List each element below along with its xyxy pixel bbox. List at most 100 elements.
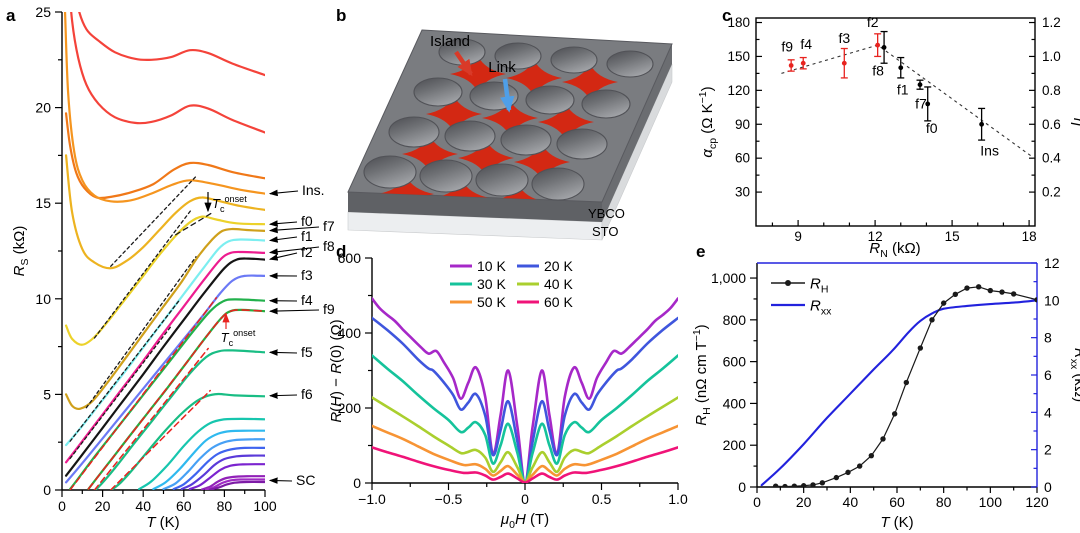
y-right-tick-label: 12 <box>1044 255 1060 271</box>
label-segment: onset <box>233 328 256 338</box>
series-ins-c <box>64 112 265 200</box>
x-tick-label: 18 <box>1022 229 1037 244</box>
hole <box>581 89 631 119</box>
label-segment: 30 <box>735 185 750 200</box>
x-tick-label: 0 <box>753 494 761 510</box>
x-tick-label: 80 <box>936 494 952 510</box>
series-ins-b <box>70 12 265 134</box>
series-RH-marker <box>810 482 816 487</box>
island-region <box>562 64 618 100</box>
series-f5 <box>95 349 265 490</box>
x-tick-label: 1.0 <box>668 491 688 507</box>
curve-label-f8: f8 <box>323 238 335 254</box>
series-RH-line <box>775 286 1037 487</box>
x-tick-label: 0 <box>521 491 529 507</box>
legend-label-20 K: 20 K <box>544 258 573 274</box>
series-fit-f1 <box>69 299 181 442</box>
point-label-f8: f8 <box>872 62 884 78</box>
label-segment: 12 <box>1044 255 1060 271</box>
label-segment: 0 <box>738 479 746 495</box>
label-segment: f0 <box>301 213 313 229</box>
y-right-tick-label: 0 <box>1044 479 1052 495</box>
island-arrow <box>454 50 473 77</box>
curve-label-arrow-f6 <box>268 392 298 399</box>
y-right-axis-title: η <box>1070 118 1080 126</box>
series-RH-marker <box>819 480 826 486</box>
y-tick-label: 25 <box>35 4 51 20</box>
label-segment: 400 <box>338 325 362 341</box>
series-group <box>760 284 1037 487</box>
label-segment: ( <box>328 407 345 412</box>
point-label-f9: f9 <box>781 38 793 54</box>
label-segment: 0.6 <box>1042 117 1061 132</box>
data-point-f9 <box>788 63 794 68</box>
label-segment: 9 <box>794 229 802 244</box>
y-right-tick-label: 4 <box>1044 404 1052 420</box>
label-segment: Ins. <box>302 182 325 198</box>
hole <box>606 50 654 78</box>
series-RH-marker <box>975 284 982 290</box>
x-tick-label: 9 <box>794 229 802 244</box>
label-segment: (kΩ) <box>11 226 28 259</box>
series-60K <box>372 446 678 483</box>
label-segment: (nΩ cm T <box>693 341 710 407</box>
series-ins-d <box>63 12 265 203</box>
series-u5 <box>180 454 265 490</box>
film-label: YBCO <box>588 206 625 221</box>
series-50K <box>372 424 678 483</box>
legend-marker <box>785 280 791 286</box>
label-segment: f3 <box>838 30 850 46</box>
label-segment: 0 <box>58 498 66 514</box>
legend-label: Rxx <box>810 298 832 318</box>
label-segment: 60 K <box>544 294 573 310</box>
y-left-tick-label: 180 <box>727 15 750 30</box>
hole <box>550 46 598 74</box>
y-right-tick-label: 0.4 <box>1042 151 1061 166</box>
series-sc1 <box>200 475 265 490</box>
label-segment: −1 <box>691 329 703 341</box>
x-tick-label: −1.0 <box>358 491 386 507</box>
y-right-tick-label: 8 <box>1044 330 1052 346</box>
y-left-tick-label: 1,000 <box>711 270 746 286</box>
panel-letter-e: e <box>696 242 705 261</box>
x-axis-title: μ0H (T) <box>500 511 549 531</box>
label-segment: SC <box>296 472 315 488</box>
y-left-axis-title: RH (nΩ cm T−1) <box>691 324 713 425</box>
curve-label-f5: f5 <box>301 344 313 360</box>
series-u2 <box>152 429 265 490</box>
series-u1 <box>138 417 265 490</box>
label-segment: 10 K <box>477 258 506 274</box>
island-region <box>458 140 514 176</box>
y-right-tick-label: 1.0 <box>1042 49 1061 64</box>
label-segment: 200 <box>723 437 747 453</box>
x-tick-label: 15 <box>945 229 960 244</box>
curve-label-arrow-f2 <box>268 252 298 261</box>
x-tick-label: 20 <box>95 498 111 514</box>
panel-letters: a b c d e <box>6 6 731 261</box>
label-segment: −0.5 <box>435 491 463 507</box>
series-fit-f8 <box>69 324 173 460</box>
x-tick-label: 120 <box>1025 494 1049 510</box>
annotation-text: Tconset <box>221 328 256 348</box>
label-segment: (K) <box>156 514 180 531</box>
y-tick-label: 20 <box>35 100 51 116</box>
series-10K <box>372 297 678 483</box>
island-region <box>482 100 538 136</box>
point-label-Ins: Ins <box>980 142 999 158</box>
x-tick-label: 40 <box>135 498 151 514</box>
hole <box>494 42 542 70</box>
point-label-f2: f2 <box>867 14 879 30</box>
label-segment: 400 <box>723 395 747 411</box>
label-segment: 15 <box>35 195 51 211</box>
label-segment: T <box>221 330 230 345</box>
data-point-f1 <box>898 65 904 71</box>
series-RH-marker <box>903 379 910 386</box>
label-segment: H <box>821 284 829 296</box>
series-u3 <box>162 438 265 490</box>
label-segment: onset <box>225 194 248 204</box>
label-segment: f4 <box>800 36 812 52</box>
series-RH-marker <box>880 436 886 442</box>
curve-label-f6: f6 <box>301 386 313 402</box>
